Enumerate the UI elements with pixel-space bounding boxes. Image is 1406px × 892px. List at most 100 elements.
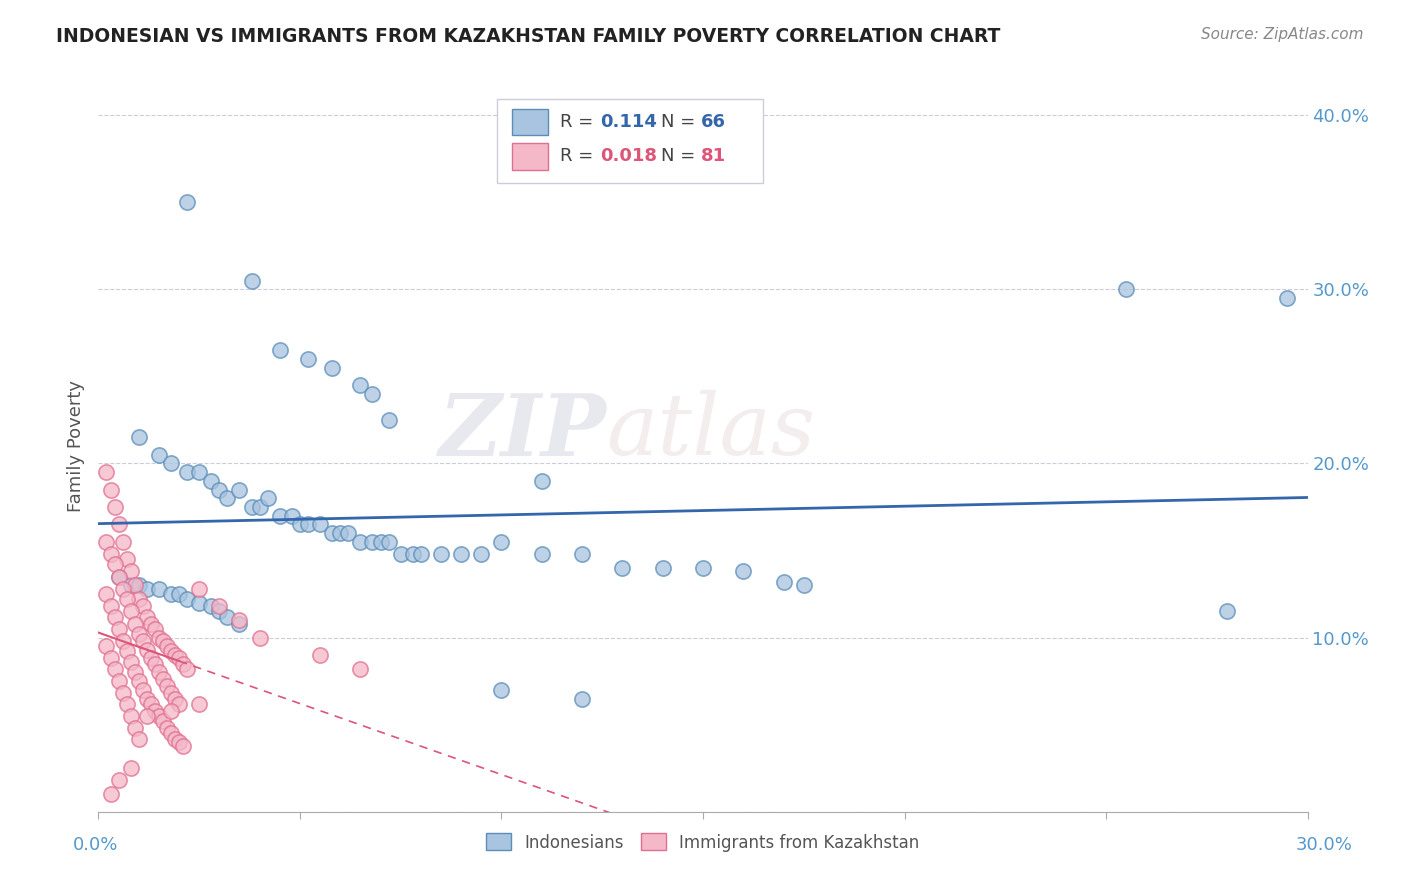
Point [772, 574, 794, 589]
Point [120, 578, 142, 592]
Text: N =: N = [661, 147, 700, 165]
Point [107, 773, 129, 788]
Point [1277, 291, 1299, 305]
Point [148, 709, 170, 723]
Text: 0.114: 0.114 [600, 113, 657, 131]
Point [160, 704, 183, 718]
Point [115, 697, 138, 711]
Point [200, 599, 222, 614]
Point [124, 616, 146, 631]
Point [139, 616, 162, 631]
FancyBboxPatch shape [512, 144, 548, 169]
Point [96, 534, 118, 549]
Point [188, 697, 211, 711]
Point [269, 343, 291, 358]
Point [135, 691, 157, 706]
Point [107, 569, 129, 583]
Point [337, 526, 360, 541]
Point [167, 587, 190, 601]
Point [107, 622, 129, 636]
Point [321, 360, 343, 375]
Point [100, 483, 122, 497]
Point [115, 552, 138, 566]
Point [430, 547, 453, 561]
Point [571, 547, 593, 561]
Point [143, 704, 166, 718]
Point [111, 634, 134, 648]
Point [156, 679, 179, 693]
Point [103, 609, 125, 624]
Point [256, 491, 278, 506]
Point [321, 526, 343, 541]
Point [160, 726, 183, 740]
Point [120, 565, 142, 579]
Point [111, 534, 134, 549]
Text: 0.0%: 0.0% [73, 836, 118, 854]
Point [208, 599, 231, 614]
Point [132, 599, 155, 614]
Point [228, 483, 250, 497]
Point [288, 517, 311, 532]
Point [176, 465, 198, 479]
Point [297, 517, 319, 532]
Point [103, 662, 125, 676]
Text: 81: 81 [700, 147, 725, 165]
FancyBboxPatch shape [498, 99, 763, 183]
Point [571, 691, 593, 706]
Point [120, 655, 142, 669]
Point [349, 662, 371, 676]
Point [148, 582, 170, 596]
Point [240, 274, 263, 288]
Point [249, 500, 271, 514]
Point [128, 731, 150, 746]
Point [402, 547, 425, 561]
Point [96, 465, 118, 479]
Point [200, 474, 222, 488]
Point [309, 648, 332, 662]
Point [124, 578, 146, 592]
Point [120, 604, 142, 618]
Point [530, 474, 553, 488]
Point [148, 665, 170, 680]
Text: ZIP: ZIP [439, 390, 606, 473]
Point [228, 613, 250, 627]
Point [793, 578, 815, 592]
Text: 30.0%: 30.0% [1296, 836, 1353, 854]
Point [111, 582, 134, 596]
Point [143, 622, 166, 636]
Point [132, 634, 155, 648]
Point [148, 448, 170, 462]
Point [163, 648, 186, 662]
Point [1115, 282, 1137, 296]
Legend: Indonesians, Immigrants from Kazakhstan: Indonesians, Immigrants from Kazakhstan [479, 827, 927, 858]
Point [120, 709, 142, 723]
Text: 0.018: 0.018 [600, 147, 657, 165]
Y-axis label: Family Poverty: Family Poverty [66, 380, 84, 512]
Point [115, 644, 138, 658]
Point [163, 731, 186, 746]
Point [152, 673, 174, 687]
Point [107, 569, 129, 583]
Point [176, 592, 198, 607]
Point [361, 386, 384, 401]
Point [100, 547, 122, 561]
Point [115, 592, 138, 607]
Point [96, 587, 118, 601]
Point [188, 596, 211, 610]
Point [96, 640, 118, 654]
Point [139, 651, 162, 665]
Point [128, 578, 150, 592]
Point [297, 351, 319, 366]
Point [100, 651, 122, 665]
Point [100, 599, 122, 614]
Point [377, 413, 399, 427]
Point [148, 631, 170, 645]
Text: R =: R = [561, 147, 599, 165]
Point [692, 561, 714, 575]
Point [135, 609, 157, 624]
Point [103, 558, 125, 572]
Text: R =: R = [561, 113, 599, 131]
Point [167, 651, 190, 665]
Point [249, 631, 271, 645]
Point [124, 665, 146, 680]
